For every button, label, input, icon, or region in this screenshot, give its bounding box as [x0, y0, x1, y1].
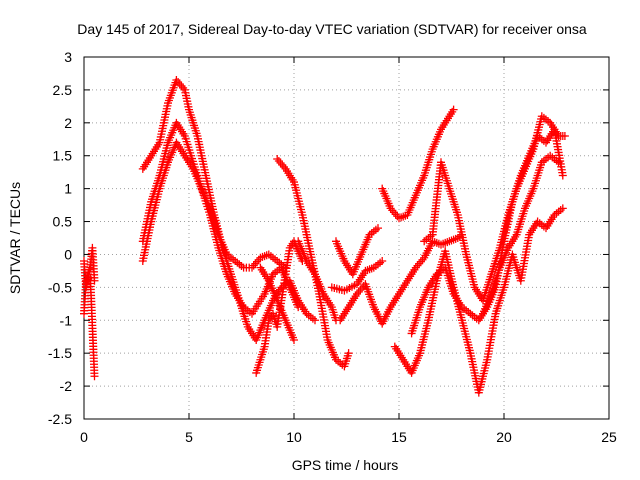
- series-trace-n: [390, 204, 567, 397]
- data-point: [358, 284, 367, 293]
- data-point: [278, 160, 287, 169]
- data-point: [248, 263, 256, 272]
- data-point: [558, 171, 567, 180]
- series-trace-i: [294, 237, 340, 325]
- data-point: [399, 212, 408, 221]
- data-point: [90, 372, 99, 381]
- data-point: [172, 76, 181, 85]
- series-trace-h: [273, 155, 353, 371]
- data-point: [391, 210, 400, 219]
- data-points: [80, 76, 569, 397]
- y-tick-label: -1: [60, 312, 73, 328]
- series-trace-e: [138, 138, 290, 272]
- y-tick-label: -0.5: [48, 279, 72, 295]
- data-point: [415, 259, 424, 268]
- data-point: [353, 289, 361, 298]
- y-tick-label: -1.5: [48, 345, 72, 361]
- series-trace-f: [252, 237, 307, 377]
- data-point: [386, 204, 395, 213]
- x-tick-label: 0: [80, 429, 88, 445]
- series-trace-m: [378, 105, 458, 223]
- chart-title: Day 145 of 2017, Sidereal Day-to-day VTE…: [77, 21, 587, 37]
- x-tick-label: 25: [601, 429, 617, 445]
- series-trace-q: [479, 151, 563, 318]
- data-point: [413, 261, 422, 270]
- series-trace-b: [80, 273, 99, 381]
- series-trace-l: [336, 230, 466, 328]
- data-point: [374, 224, 382, 233]
- data-point: [560, 131, 569, 140]
- data-point: [354, 287, 363, 296]
- x-tick-label: 5: [185, 429, 193, 445]
- data-point: [389, 208, 398, 217]
- data-point: [274, 156, 283, 165]
- data-point: [249, 261, 258, 270]
- y-axis-label: SDTVAR / TECUs: [7, 182, 23, 294]
- y-tick-label: -2.5: [48, 411, 72, 427]
- x-axis-label: GPS time / hours: [292, 457, 399, 473]
- data-point: [290, 336, 298, 345]
- data-point: [177, 81, 186, 90]
- y-tick-label: 0: [64, 246, 72, 262]
- data-point: [276, 158, 285, 167]
- y-tick-label: 2: [64, 115, 72, 131]
- x-tick-label: 15: [391, 429, 407, 445]
- y-tick-label: 1.5: [53, 148, 73, 164]
- series-trace-c: [138, 76, 319, 345]
- data-point: [279, 162, 288, 171]
- data-point: [273, 155, 282, 164]
- data-point: [449, 105, 458, 114]
- data-point: [175, 79, 184, 88]
- y-tick-label: 1: [64, 181, 72, 197]
- data-point: [174, 78, 183, 87]
- x-tick-label: 10: [286, 429, 302, 445]
- series-trace-k: [332, 224, 382, 279]
- series-trace-j: [327, 257, 387, 295]
- data-point: [253, 257, 262, 266]
- data-point: [411, 263, 420, 272]
- y-tick-label: 2.5: [53, 82, 73, 98]
- data-point: [418, 255, 427, 264]
- y-tick-label: 0.5: [53, 214, 73, 230]
- y-tick-label: -2: [60, 378, 73, 394]
- data-point: [311, 316, 319, 325]
- data-point: [251, 259, 260, 268]
- data-point: [416, 257, 425, 266]
- series-trace-g: [256, 263, 298, 345]
- series-trace-a: [80, 243, 99, 292]
- x-tick-label: 20: [496, 429, 512, 445]
- tick-labels: 0 5 10 15 20 25 -2.5 -2 -1.5 -1 -0.5 0 0.5 1 1.5 2 2.5 3: [48, 49, 617, 445]
- data-point: [378, 257, 387, 266]
- y-tick-label: 3: [64, 49, 72, 65]
- data-point: [388, 206, 397, 215]
- data-point: [294, 303, 303, 312]
- series-trace-p: [420, 112, 569, 305]
- data-point: [179, 83, 188, 92]
- data-point: [356, 285, 365, 294]
- data-point: [554, 158, 563, 167]
- data-point: [344, 349, 353, 358]
- plot-frame: [83, 56, 610, 420]
- data-point: [558, 204, 567, 213]
